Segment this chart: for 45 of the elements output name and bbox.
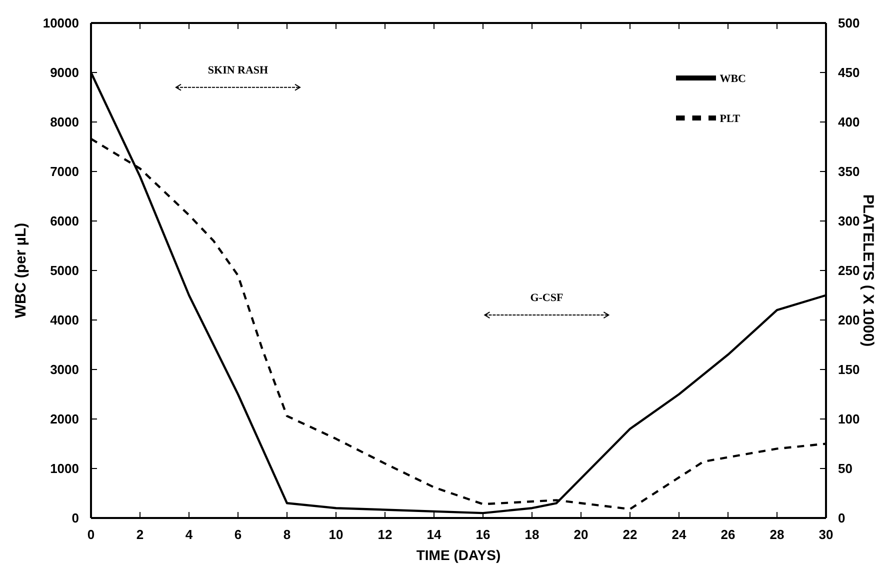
y-tick-label: 10000 bbox=[42, 16, 79, 31]
x-tick-label: 8 bbox=[283, 527, 291, 542]
y2-tick-label: 100 bbox=[838, 412, 860, 427]
y2-tick-label: 50 bbox=[838, 461, 852, 476]
y-axis-title: WBC (per µL) bbox=[12, 222, 30, 318]
x-tick-label: 14 bbox=[426, 527, 442, 542]
legend-label: WBC bbox=[720, 72, 746, 85]
x-tick-label: 4 bbox=[185, 527, 194, 542]
x-tick-label: 12 bbox=[378, 527, 392, 542]
x-tick-label: 16 bbox=[476, 527, 490, 542]
y-tick-label: 7000 bbox=[50, 164, 79, 180]
x-tick-label: 26 bbox=[720, 527, 736, 542]
legend-label: PLT bbox=[720, 112, 740, 125]
x-tick-label: 30 bbox=[818, 527, 834, 542]
x-axis-title: TIME (DAYS) bbox=[416, 547, 501, 563]
y2-tick-label: 200 bbox=[838, 312, 860, 328]
x-tick-label: 28 bbox=[770, 527, 784, 542]
y2-tick-label: 250 bbox=[838, 263, 860, 278]
x-tick-label: 24 bbox=[672, 527, 687, 542]
y2-axis-title: PLATELETS ( X 1000) bbox=[860, 194, 877, 347]
y-tick-label: 0 bbox=[72, 510, 79, 526]
x-tick-label: 6 bbox=[234, 527, 242, 542]
x-tick-label: 20 bbox=[574, 527, 588, 542]
y2-tick-label: 150 bbox=[838, 362, 860, 378]
x-tick-label: 2 bbox=[136, 527, 144, 542]
x-tick-label: 0 bbox=[87, 527, 95, 542]
y-tick-label: 8000 bbox=[50, 114, 79, 130]
y2-tick-label: 0 bbox=[838, 510, 846, 526]
y-tick-label: 6000 bbox=[50, 214, 79, 229]
annotation: SKIN RASH bbox=[208, 64, 269, 76]
y2-tick-label: 300 bbox=[838, 214, 860, 229]
y-tick-label: 2000 bbox=[50, 412, 79, 427]
x-tick-label: 10 bbox=[328, 527, 344, 542]
y-tick-label: 5000 bbox=[50, 263, 79, 278]
y2-tick-label: 500 bbox=[838, 16, 860, 31]
x-tick-label: 18 bbox=[524, 527, 540, 542]
y2-tick-label: 350 bbox=[838, 164, 860, 180]
x-tick-label: 22 bbox=[622, 527, 638, 542]
y-tick-label: 9000 bbox=[50, 65, 79, 80]
y2-tick-label: 450 bbox=[838, 65, 860, 80]
y-tick-label: 4000 bbox=[50, 312, 79, 328]
y-tick-label: 1000 bbox=[50, 461, 79, 476]
annotation: G-CSF bbox=[530, 292, 564, 304]
y2-tick-label: 400 bbox=[838, 114, 860, 130]
y-tick-label: 3000 bbox=[50, 362, 79, 378]
